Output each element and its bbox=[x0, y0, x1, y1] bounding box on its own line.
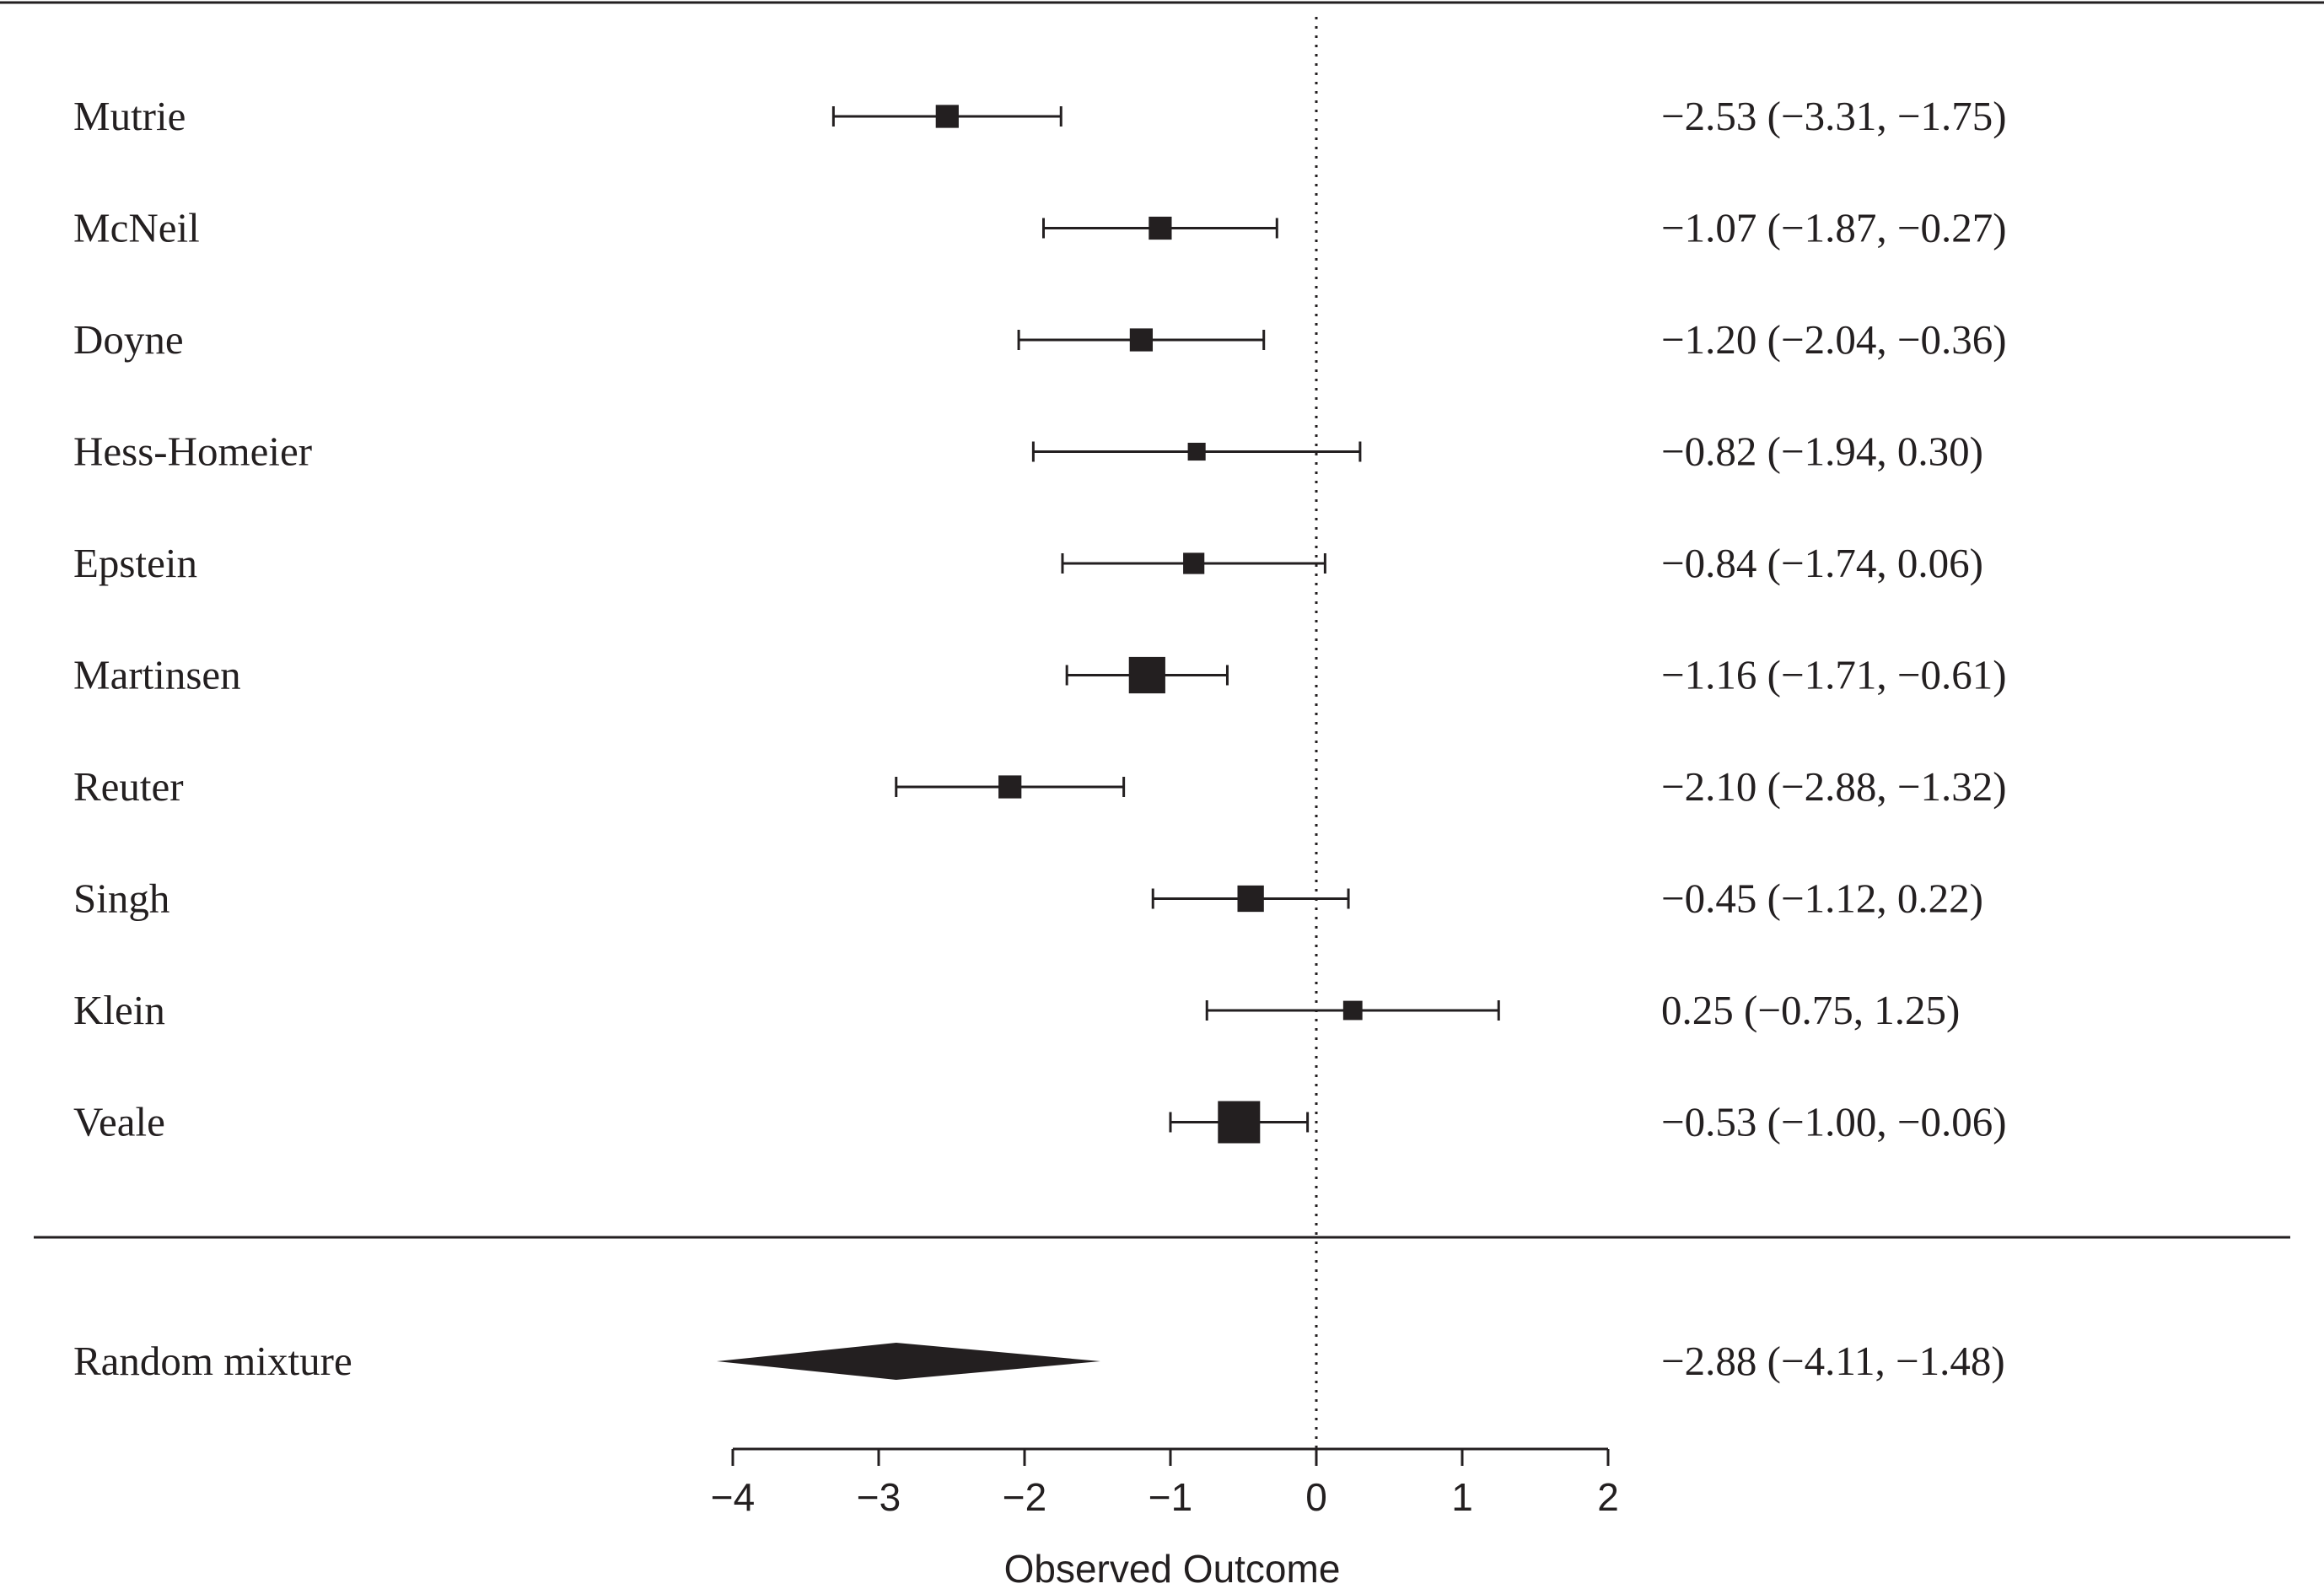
x-axis-title: Observed Outcome bbox=[1004, 1547, 1341, 1589]
study-name-label: Martinsen bbox=[73, 652, 241, 698]
x-axis-tick-label: −1 bbox=[1149, 1475, 1192, 1519]
estimate-ci-label: −1.07 (−1.87, −0.27) bbox=[1661, 205, 2007, 251]
point-estimate-square bbox=[1183, 552, 1205, 574]
estimate-ci-label: −0.84 (−1.74, 0.06) bbox=[1661, 540, 1983, 586]
estimate-ci-label: −0.45 (−1.12, 0.22) bbox=[1661, 875, 1983, 922]
study-name-label: McNeil bbox=[73, 205, 200, 251]
x-axis-tick-label: −4 bbox=[711, 1475, 755, 1519]
study-row: Klein 0.25 (−0.75, 1.25) bbox=[73, 987, 1960, 1033]
study-name-label: Klein bbox=[73, 987, 165, 1033]
point-estimate-square bbox=[1149, 216, 1172, 240]
x-axis-tick-label: 1 bbox=[1451, 1475, 1473, 1519]
estimate-ci-label: −0.82 (−1.94, 0.30) bbox=[1661, 428, 1983, 475]
x-axis-ticks: −4 −3 −2 −1 0 1 2 bbox=[711, 1449, 1619, 1519]
point-estimate-square bbox=[1218, 1101, 1261, 1144]
x-axis: −4 −3 −2 −1 0 1 2 Observed Outcome bbox=[711, 1447, 1619, 1589]
point-estimate-square bbox=[1187, 442, 1206, 461]
x-axis-tick-label: 2 bbox=[1597, 1475, 1619, 1519]
study-name-label: Singh bbox=[73, 875, 169, 922]
x-axis-tick-label: −3 bbox=[857, 1475, 901, 1519]
estimate-ci-label: −2.53 (−3.31, −1.75) bbox=[1661, 93, 2007, 139]
point-estimate-square bbox=[1128, 656, 1165, 694]
study-row: Hess-Homeier −0.82 (−1.94, 0.30) bbox=[73, 428, 1983, 475]
point-estimate-square bbox=[998, 775, 1022, 799]
study-row: McNeil −1.07 (−1.87, −0.27) bbox=[73, 205, 2007, 251]
estimate-ci-label: −2.10 (−2.88, −1.32) bbox=[1661, 763, 2007, 810]
estimate-ci-label: −1.16 (−1.71, −0.61) bbox=[1661, 652, 2007, 698]
study-name-label: Reuter bbox=[73, 763, 184, 810]
summary-diamond bbox=[716, 1343, 1100, 1380]
study-rows: Mutrie −2.53 (−3.31, −1.75) McNeil −1.07 (−… bbox=[73, 93, 2007, 1145]
study-name-label: Hess-Homeier bbox=[73, 428, 312, 475]
estimate-ci-label: 0.25 (−0.75, 1.25) bbox=[1661, 987, 1960, 1033]
study-row: Mutrie −2.53 (−3.31, −1.75) bbox=[73, 93, 2007, 139]
study-name-label: Veale bbox=[73, 1099, 165, 1145]
study-row: Epstein −0.84 (−1.74, 0.06) bbox=[73, 540, 1983, 586]
study-name-label: Mutrie bbox=[73, 93, 186, 139]
point-estimate-square bbox=[1237, 885, 1264, 913]
point-estimate-square bbox=[935, 105, 959, 128]
study-name-label: Epstein bbox=[73, 540, 197, 586]
estimate-ci-label: −1.20 (−2.04, −0.36) bbox=[1661, 316, 2007, 363]
study-row: Reuter −2.10 (−2.88, −1.32) bbox=[73, 763, 2007, 810]
study-row: Veale −0.53 (−1.00, −0.06) bbox=[73, 1099, 2007, 1145]
study-row: Martinsen −1.16 (−1.71, −0.61) bbox=[73, 652, 2007, 698]
estimate-ci-label: −0.53 (−1.00, −0.06) bbox=[1661, 1099, 2007, 1145]
study-name-label: Doyne bbox=[73, 316, 184, 363]
study-row: Doyne −1.20 (−2.04, −0.36) bbox=[73, 316, 2007, 363]
x-axis-tick-label: 0 bbox=[1305, 1475, 1327, 1519]
summary-row: Random mixture −2.88 (−4.11, −1.48) bbox=[73, 1338, 2005, 1384]
point-estimate-square bbox=[1129, 328, 1154, 352]
summary-estimate-label: −2.88 (−4.11, −1.48) bbox=[1661, 1338, 2005, 1384]
point-estimate-square bbox=[1342, 1000, 1363, 1021]
summary-name-label: Random mixture bbox=[73, 1338, 352, 1384]
x-axis-tick-label: −2 bbox=[1003, 1475, 1046, 1519]
study-row: Singh −0.45 (−1.12, 0.22) bbox=[73, 875, 1983, 922]
